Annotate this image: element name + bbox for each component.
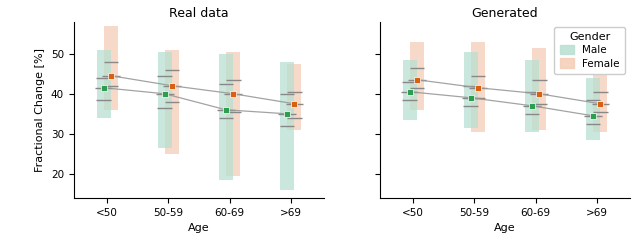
X-axis label: Age: Age — [494, 223, 516, 233]
Legend: Male, Female: Male, Female — [554, 27, 625, 74]
X-axis label: Age: Age — [188, 223, 210, 233]
Title: Generated: Generated — [472, 7, 538, 20]
Y-axis label: Fractional Change [%]: Fractional Change [%] — [35, 48, 45, 172]
Title: Real data: Real data — [169, 7, 229, 20]
